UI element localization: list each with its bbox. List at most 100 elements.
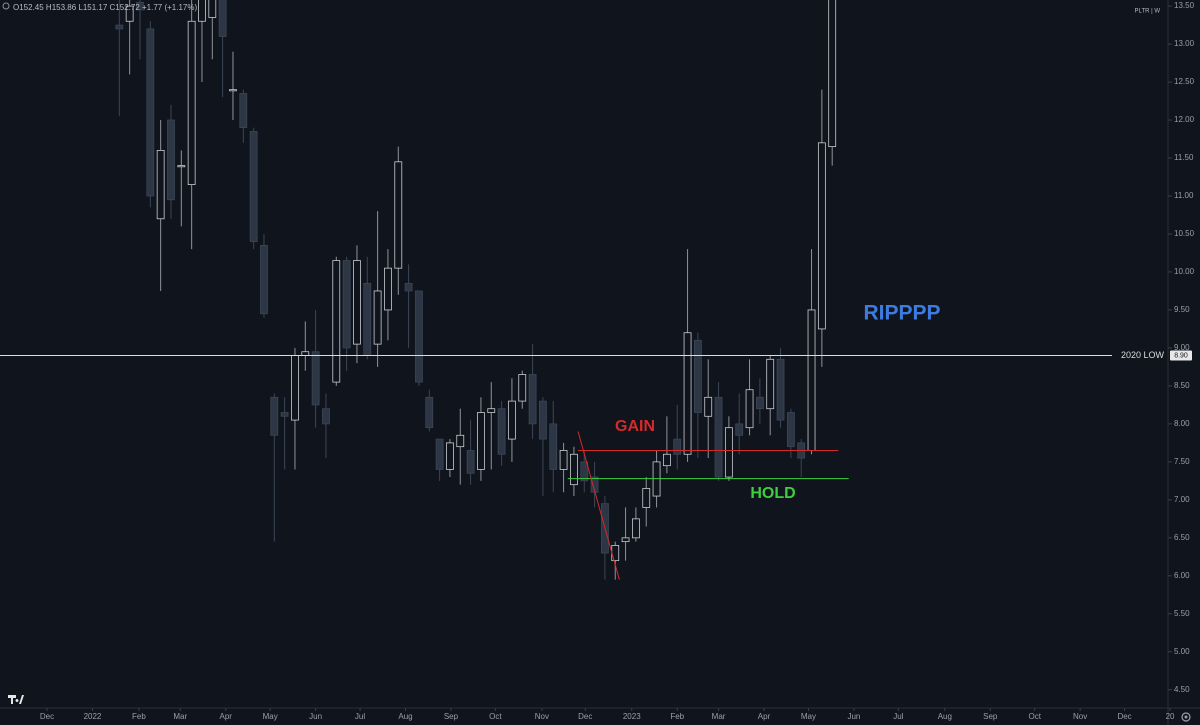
x-tick-label: Sep — [444, 712, 459, 721]
x-tick-label: Nov — [1073, 712, 1087, 721]
x-tick-label: Dec — [40, 712, 54, 721]
x-tick-label: Oct — [1028, 712, 1041, 721]
candle-body — [714, 396, 723, 478]
candle-body — [487, 408, 496, 413]
x-tick-label: 20 — [1166, 712, 1175, 721]
y-tick-label: 9.50 — [1174, 305, 1190, 314]
candle-body — [167, 119, 175, 201]
y-tick-label: 11.50 — [1174, 153, 1194, 162]
y-tick-label: 5.00 — [1174, 647, 1190, 656]
line-label: HOLD — [750, 485, 795, 502]
x-tick-label: Sep — [983, 712, 998, 721]
candle-body — [508, 400, 516, 440]
x-tick-label: Feb — [670, 712, 684, 721]
candle-body — [662, 453, 671, 467]
x-tick-label: Feb — [132, 712, 146, 721]
candle-body — [404, 282, 413, 292]
symbol-label: PLTR | W — [1135, 9, 1161, 15]
candle-body — [621, 537, 630, 543]
candle-body — [342, 260, 351, 349]
y-tick-label: 9.00 — [1174, 343, 1190, 352]
candle-body — [125, 5, 134, 22]
tradingview-logo — [8, 695, 24, 704]
candle-body — [570, 453, 578, 486]
candle-body — [817, 142, 826, 330]
candle-body — [425, 396, 434, 429]
ohlc-legend: O152.45 H153.86 L151.17 C152.72 +1.77 (+… — [13, 3, 197, 12]
candle-body — [724, 427, 733, 478]
candle-body — [456, 434, 465, 448]
candle-body — [156, 150, 165, 220]
x-tick-label: Jun — [847, 712, 860, 721]
candle-body — [435, 438, 444, 470]
x-tick-label: Mar — [712, 712, 726, 721]
candle-body — [766, 358, 775, 410]
x-tick-label: 2023 — [623, 712, 641, 721]
candle-body — [177, 165, 186, 168]
x-tick-label: May — [263, 712, 278, 721]
x-tick-label: Dec — [578, 712, 592, 721]
candle-body — [704, 396, 713, 417]
candle-body — [301, 351, 310, 356]
candle-body — [146, 28, 155, 197]
line-label: GAIN — [615, 418, 655, 435]
x-tick-label: Oct — [489, 712, 502, 721]
y-tick-label: 7.00 — [1174, 495, 1190, 504]
x-tick-label: Aug — [398, 712, 412, 721]
candle-body — [384, 267, 392, 311]
plot-area — [0, 0, 1112, 580]
candle-body — [270, 396, 279, 436]
y-tick-label: 11.00 — [1174, 191, 1194, 200]
candle-body — [539, 400, 547, 440]
annotation-text: RIPPPP — [863, 302, 940, 325]
candle-body — [642, 488, 651, 508]
y-tick-label: 7.50 — [1174, 457, 1190, 466]
candle-body — [280, 412, 289, 417]
candle-body — [580, 461, 589, 482]
x-tick-label: 2022 — [84, 712, 102, 721]
x-tick-label: Apr — [758, 712, 771, 721]
candle-body — [673, 438, 682, 455]
x-tick-label: Jul — [355, 712, 365, 721]
candle-body — [332, 260, 341, 383]
x-tick-label: Apr — [220, 712, 233, 721]
candle-body — [260, 244, 268, 315]
candle-body — [115, 24, 124, 30]
x-tick-label: Jun — [309, 712, 322, 721]
x-tick-label: Dec — [1117, 712, 1131, 721]
x-tick-label: May — [801, 712, 816, 721]
candle-body — [735, 423, 744, 436]
settings-icon[interactable] — [1181, 712, 1191, 722]
candle-body — [611, 545, 620, 562]
candle-body — [745, 389, 754, 429]
x-tick-label: Nov — [535, 712, 549, 721]
candle-body — [415, 290, 423, 383]
candle-body — [528, 374, 537, 425]
candle-body — [394, 161, 403, 269]
candle-body — [198, 0, 206, 22]
candle-body — [446, 442, 454, 470]
y-tick-label: 13.50 — [1174, 1, 1195, 10]
candle-body — [363, 282, 372, 356]
price-tag-label: 8.90 — [1174, 352, 1188, 359]
axes: 4.50 5.00 5.50 6.00 6.50 7.00 7.50 8.00 8.50 9.00… — [40, 1, 1195, 721]
candle-body — [559, 450, 568, 470]
y-tick-label: 5.50 — [1174, 609, 1190, 618]
level-label: 2020 LOW — [1121, 350, 1165, 360]
y-tick-label: 10.50 — [1174, 229, 1195, 238]
candle-body — [477, 412, 485, 470]
candle-body — [549, 423, 558, 470]
x-tick-label: Mar — [173, 712, 187, 721]
candle-body — [828, 0, 837, 148]
candle-body — [136, 1, 144, 11]
candle-body — [311, 351, 320, 406]
candle-body — [187, 20, 196, 185]
candle-body — [807, 309, 816, 451]
candle-body — [208, 0, 217, 18]
y-tick-label: 10.00 — [1174, 267, 1195, 276]
candle-body — [229, 89, 237, 92]
candle-body — [249, 131, 258, 242]
candle-body — [239, 93, 248, 129]
y-tick-label: 8.50 — [1174, 381, 1190, 390]
